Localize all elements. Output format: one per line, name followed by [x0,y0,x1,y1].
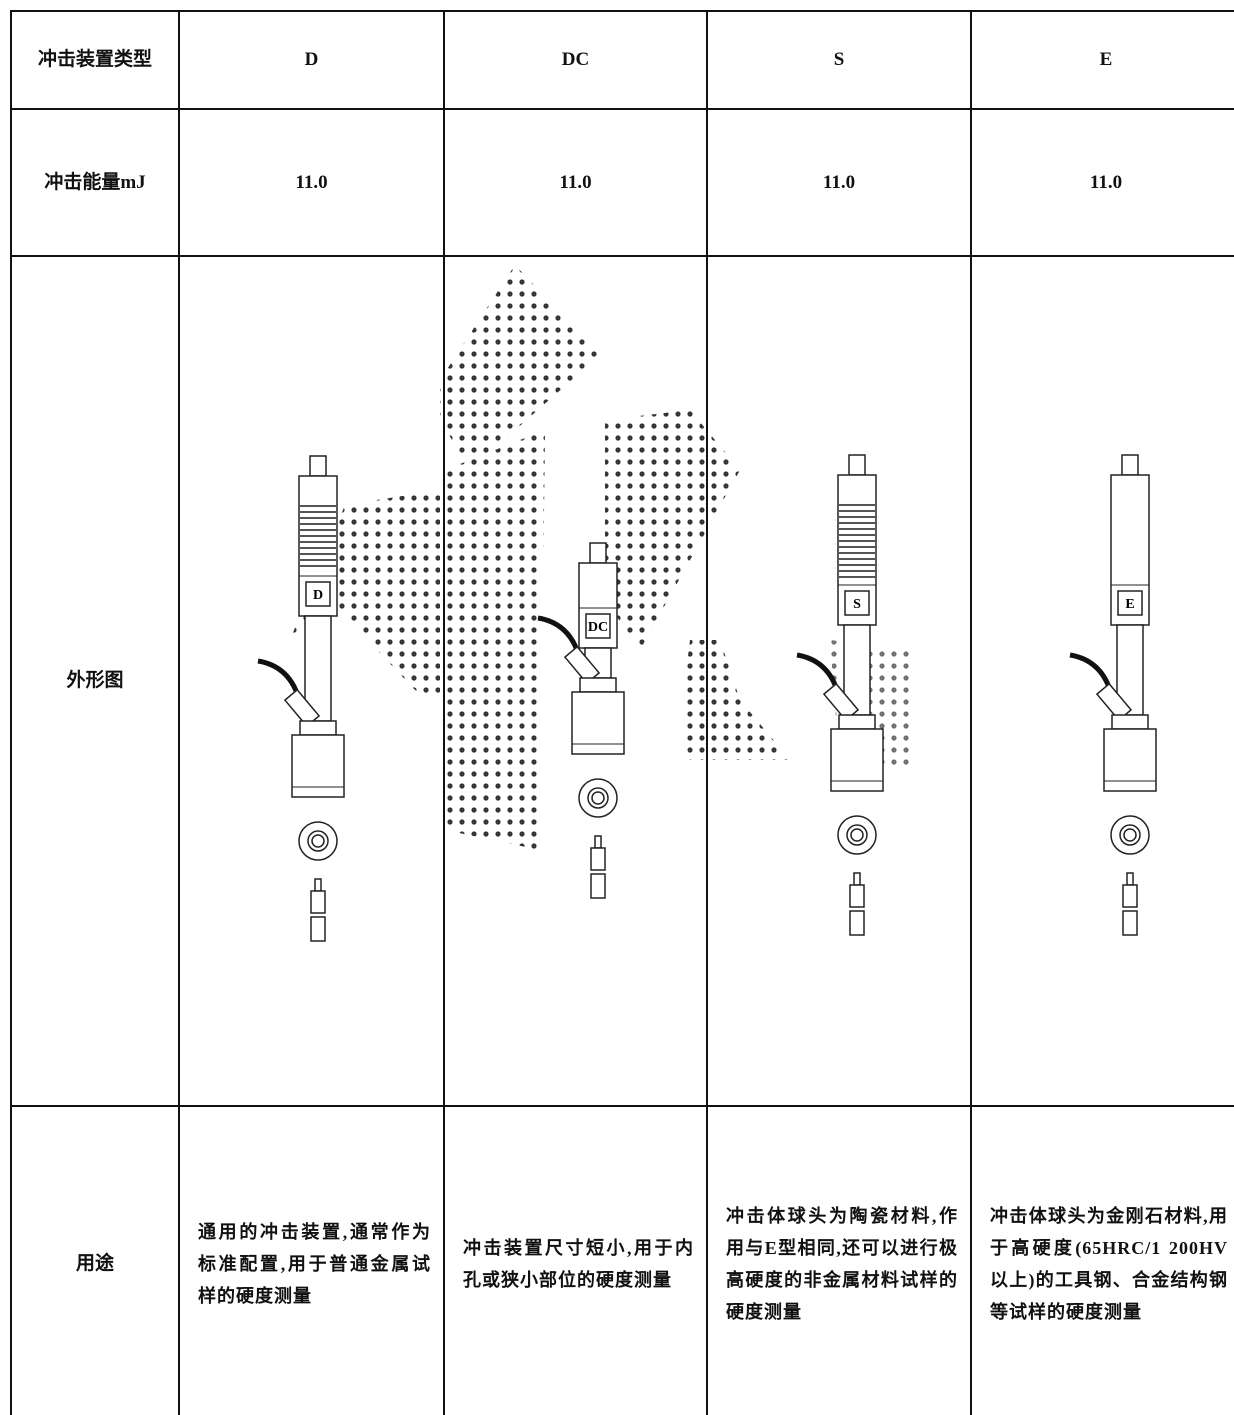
table-cell: D [178,10,443,108]
device-base [571,691,625,755]
table-cell [443,255,706,1105]
probe-body [1122,910,1138,936]
device-label: D [313,588,323,603]
watermark-shape [680,640,790,760]
table-cell [970,255,1234,1105]
device-label-box [305,581,331,607]
cell-text: 11.0 [559,171,592,193]
impact-device: E [1069,454,1157,936]
cell-text: D [304,49,319,70]
device-base [291,734,345,798]
cell-text: 冲击装置尺寸短小,用于内孔或狭小部位的硬度测量 [463,1237,694,1290]
cell-text: E [1099,49,1113,70]
table-cell: DC [443,10,706,108]
cell-text: 11.0 [822,171,856,193]
watermark [290,265,915,850]
probe-body [849,910,865,936]
device-label: E [1125,597,1134,612]
cell-text: S [833,49,845,70]
table-cell: E [970,10,1234,108]
cell-text: 通用的冲击装置,通常作为标准配置,用于普通金属试样的硬度测量 [198,1221,431,1306]
table-cell: 通用的冲击装置,通常作为标准配置,用于普通金属试样的硬度测量 [178,1105,443,1415]
support-ring [591,791,605,805]
device-cap [848,454,866,476]
probe-tip [594,835,602,849]
device-cable [257,658,301,697]
impact-device: DC [537,542,625,899]
probe-body [310,916,326,942]
probe-tip [1126,872,1134,886]
table-cell [178,255,443,1105]
device-neck [579,677,617,693]
support-ring [850,828,864,842]
impact-device: S [796,454,884,936]
device-neck [838,714,876,730]
device-label-box [1117,590,1143,616]
cell-text: 冲击体球头为陶瓷材料,作用与E型相同,还可以进行极高硬度的非金属材料试样的硬度测… [726,1205,958,1322]
device-base [830,728,884,792]
table-cell: 11.0 [706,108,970,255]
row-label: 冲击装置类型 [10,10,178,108]
watermark-shape [605,410,740,650]
device-label-box [585,613,611,639]
cell-text: 外形图 [66,670,124,691]
table-cell: 11.0 [178,108,443,255]
device-base [1103,728,1157,792]
device-neck [299,720,337,736]
cell-text: 11.0 [1089,171,1123,193]
device-cap [589,542,607,564]
probe-body [849,884,865,908]
table-cell: 冲击装置尺寸短小,用于内孔或狭小部位的硬度测量 [443,1105,706,1415]
device-label: S [853,597,861,612]
cell-text: 用途 [75,1252,114,1274]
table-cell: 11.0 [970,108,1234,255]
table-cell: 冲击体球头为金刚石材料,用于高硬度(65HRC/1 200HV以上)的工具钢、合… [970,1105,1234,1415]
watermark-shape [445,430,545,850]
row-label: 冲击能量 mJ [10,108,178,255]
device-label: DC [588,620,608,635]
probe-body [590,873,606,899]
watermark-shape [290,490,440,700]
device-cap [309,455,327,477]
cell-text: 冲击能量 [44,171,121,193]
row-label: 外形图 [10,255,178,1105]
table-cell: S [706,10,970,108]
support-ring [1123,828,1137,842]
watermark-shape [440,265,600,470]
probe-body [590,847,606,871]
table-cell: 11.0 [443,108,706,255]
cell-text: mJ [120,171,146,193]
support-ring [311,834,325,848]
probe-body [1122,884,1138,908]
probe-tip [853,872,861,886]
device-neck [1111,714,1149,730]
row-label: 用途 [10,1105,178,1415]
impact-device: D [257,455,345,942]
probe-tip [314,878,322,892]
cell-text: 11.0 [295,171,328,193]
device-label-box [844,590,870,616]
device-cap [1121,454,1139,476]
table-cell: 冲击体球头为陶瓷材料,作用与E型相同,还可以进行极高硬度的非金属材料试样的硬度测… [706,1105,970,1415]
device-cable [537,615,581,654]
cell-text: DC [561,49,590,70]
cell-text: 冲击装置类型 [37,49,152,70]
probe-body [310,890,326,914]
device-cable [1069,652,1113,691]
device-cable [796,652,840,691]
cell-text: 冲击体球头为金刚石材料,用于高硬度(65HRC/1 200HV以上)的工具钢、合… [990,1205,1228,1322]
